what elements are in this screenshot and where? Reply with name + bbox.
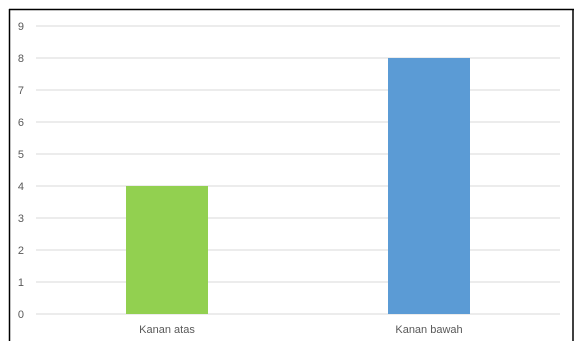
x-tick-label: Kanan atas: [139, 324, 195, 336]
y-axis-ticks: 0 1 2 3 4 5 6 7 8 9: [18, 21, 24, 321]
gridlines: [36, 25, 560, 315]
y-tick-label: 1: [18, 277, 24, 289]
y-tick-label: 7: [18, 85, 24, 97]
y-tick-label: 3: [18, 213, 24, 225]
y-tick-label: 2: [18, 245, 24, 257]
y-tick-label: 8: [18, 53, 24, 65]
y-tick-label: 9: [18, 21, 24, 33]
x-axis-ticks: Kanan atas Kanan bawah: [139, 324, 462, 336]
bar-kanan-atas: [126, 186, 208, 314]
y-tick-label: 6: [18, 117, 24, 129]
bars: [126, 58, 470, 314]
y-tick-label: 4: [18, 181, 24, 193]
x-tick-label: Kanan bawah: [395, 324, 462, 336]
y-tick-label: 5: [18, 149, 24, 161]
y-tick-label: 0: [18, 309, 24, 321]
bar-kanan-bawah: [388, 58, 470, 314]
